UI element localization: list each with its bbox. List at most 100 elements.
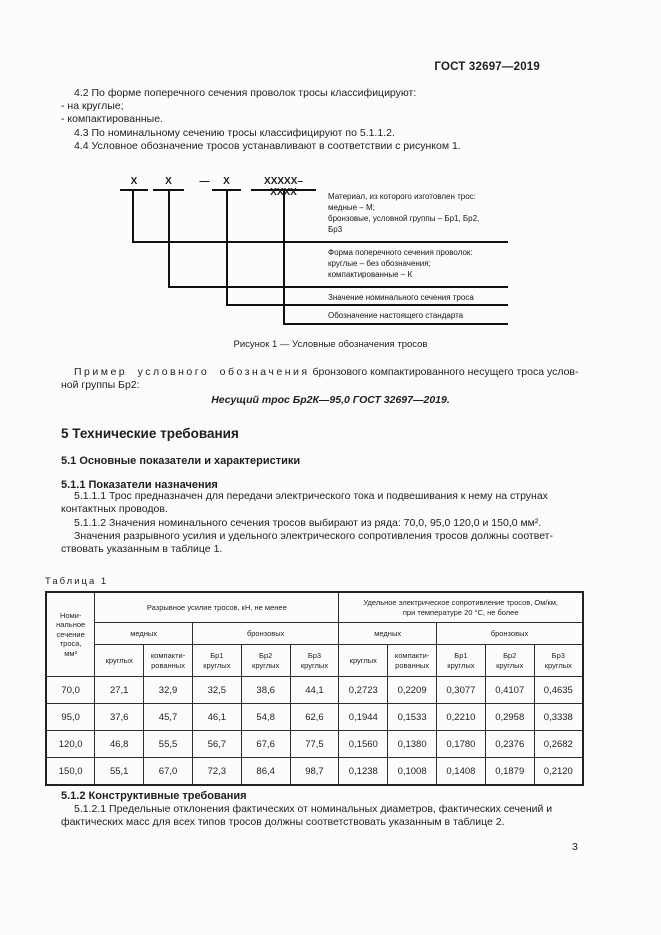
- table-cell: 46,1: [191, 703, 242, 731]
- paragraph-5-1-1-1: 5.1.1.1 Трос предназначен для передачи э…: [61, 490, 548, 516]
- section-heading-5-1-1: 5.1.1 Показатели назначения: [61, 479, 218, 491]
- header-bronze-1: бронзовых: [191, 622, 340, 645]
- connector-vertical-1: [132, 190, 134, 243]
- table-cell: 0,1008: [387, 757, 437, 786]
- table-cell: 0,2958: [484, 703, 535, 731]
- connector-vertical-2: [168, 190, 170, 288]
- table-cell: 67,0: [143, 757, 193, 786]
- section-heading-5: 5 Технические требования: [61, 426, 239, 441]
- header-nominal-section: Номи- нальное сечение троса, мм²: [45, 591, 96, 677]
- header-col: Бр1 круглых: [191, 644, 242, 677]
- table-cell: 77,5: [289, 730, 340, 758]
- table-cell: 0,2723: [338, 676, 389, 704]
- connector-vertical-3: [226, 190, 228, 306]
- table-cell: 0,1780: [436, 730, 486, 758]
- figure-callout-material: Материал, из которого изготовлен трос: м…: [328, 192, 480, 234]
- connector-horizontal-1: [132, 241, 508, 243]
- table-cell: 0,4635: [533, 676, 584, 704]
- table-header: Номи- нальное сечение троса, мм² Разрывн…: [45, 591, 584, 677]
- connector-horizontal-3: [226, 304, 508, 306]
- table-cell: 55,5: [143, 730, 193, 758]
- table-cell: 55,1: [94, 757, 145, 786]
- header-resistance: Удельное электрическое сопротивление тро…: [338, 591, 584, 623]
- header-bronze-2: бронзовых: [436, 622, 584, 645]
- example-rest: бронзового компактированного несущего тр…: [309, 366, 579, 378]
- header-copper-1: медных: [94, 622, 193, 645]
- header-col: компакти- рованных: [143, 644, 193, 677]
- connector-vertical-4: [283, 190, 285, 325]
- example-paragraph: Пример условного обозначения бронзового …: [61, 366, 601, 392]
- table-header-row-materials: медных бронзовых медных бронзовых: [46, 622, 584, 645]
- header-col: компакти- рованных: [387, 644, 437, 677]
- document-code-header: ГОСТ 32697—2019: [434, 61, 540, 73]
- connector-horizontal-2: [168, 286, 508, 288]
- paragraph-4-4: 4.4 Условное обозначение тросов устанавл…: [74, 139, 461, 152]
- paragraph-5-1-2-1: 5.1.2.1 Предельные отклонения фактически…: [61, 803, 553, 829]
- table-cell: 120,0: [45, 730, 96, 758]
- table-row: 70,0 27,1 32,9 32,5 38,6 44,1 0,2723 0,2209 0,30…: [45, 676, 584, 704]
- designation-mark-2: X: [153, 176, 184, 191]
- table-cell: 0,2682: [533, 730, 584, 758]
- header-breaking-force: Разрывное усилие тросов, кН, не менее: [94, 591, 340, 623]
- header-col: круглых: [94, 644, 145, 677]
- table-cell: 95,0: [45, 703, 96, 731]
- connector-horizontal-4: [283, 323, 508, 325]
- figure-caption: Рисунок 1 — Условные обозначения тросов: [233, 339, 428, 350]
- header-col: Бр2 круглых: [240, 644, 291, 677]
- table-label: Таблица 1: [45, 576, 109, 587]
- table-cell: 0,3077: [436, 676, 486, 704]
- figure-callout-standard: Обозначение настоящего стандарта: [328, 311, 464, 320]
- list-item-round: - на круглые;: [61, 100, 124, 113]
- figure-callout-shape: Форма поперечного сечения проволок: круг…: [328, 248, 473, 279]
- paragraph-4-2: 4.2 По форме поперечного сечения проволо…: [74, 87, 417, 99]
- table-cell: 0,4107: [484, 676, 535, 704]
- table-cell: 46,8: [94, 730, 145, 758]
- designation-mark-3: X: [212, 176, 241, 191]
- table-cell: 0,2209: [387, 676, 437, 704]
- designation-mark-1: X: [120, 176, 148, 191]
- table-cell: 38,6: [240, 676, 291, 704]
- table-body: 70,0 27,1 32,9 32,5 38,6 44,1 0,2723 0,2209 0,30…: [45, 676, 584, 786]
- table-cell: 0,3338: [533, 703, 584, 731]
- table-cell: 0,2120: [533, 757, 584, 786]
- table-cell: 72,3: [191, 757, 242, 786]
- table-cell: 0,1533: [387, 703, 437, 731]
- example-line-1: Пример условного обозначения бронзового …: [61, 366, 601, 379]
- table-cell: 98,7: [289, 757, 340, 786]
- table-cell: 54,8: [240, 703, 291, 731]
- header-col: круглых: [338, 644, 389, 677]
- header-col: Бр3 круглых: [289, 644, 340, 677]
- paragraph-4-3: 4.3 По номинальному сечению тросы класси…: [74, 126, 395, 139]
- table-cell: 56,7: [191, 730, 242, 758]
- header-col: Бр1 круглых: [436, 644, 486, 677]
- section-heading-5-1-2: 5.1.2 Конструктивные требования: [61, 790, 247, 802]
- table-row: 95,0 37,6 45,7 46,1 54,8 62,6 0,1944 0,1533 0,22…: [45, 703, 584, 731]
- table-cell: 27,1: [94, 676, 145, 704]
- table-cell: 0,1560: [338, 730, 389, 758]
- table-cell: 0,2210: [436, 703, 486, 731]
- header-col: Бр2 круглых: [484, 644, 535, 677]
- table-cell: 37,6: [94, 703, 145, 731]
- example-lead: Пример условного обозначения: [74, 366, 310, 378]
- table-cell: 150,0: [45, 757, 96, 786]
- header-copper-2: медных: [338, 622, 437, 645]
- example-line-2: ной группы Бр2:: [61, 379, 140, 392]
- table-row: 120,0 46,8 55,5 56,7 67,6 77,5 0,1560 0,1380 0,1…: [45, 730, 584, 758]
- table-cell: 0,1944: [338, 703, 389, 731]
- table-cell: 86,4: [240, 757, 291, 786]
- table-cell: 0,1408: [436, 757, 486, 786]
- table-cell: 44,1: [289, 676, 340, 704]
- classification-block: 4.2 По форме поперечного сечения проволо…: [61, 87, 601, 153]
- table-cell: 32,9: [143, 676, 193, 704]
- figure-callout-section: Значение номинального сечения троса: [328, 293, 474, 302]
- page-number: 3: [572, 841, 578, 853]
- table-row: 150,0 55,1 67,0 72,3 86,4 98,7 0,1238 0,1008 0,1…: [45, 757, 584, 786]
- designation-standard-code: XXXXX–XXXX: [251, 176, 316, 198]
- header-col: Бр3 круглых: [533, 644, 584, 677]
- paragraph-5-1-1-2: 5.1.1.2 Значения номинального сечения тр…: [74, 517, 542, 529]
- table-cell: 32,5: [191, 676, 242, 704]
- table-cell: 62,6: [289, 703, 340, 731]
- list-item-compacted: - компактированные.: [61, 113, 163, 126]
- designation-dash: —: [199, 176, 210, 187]
